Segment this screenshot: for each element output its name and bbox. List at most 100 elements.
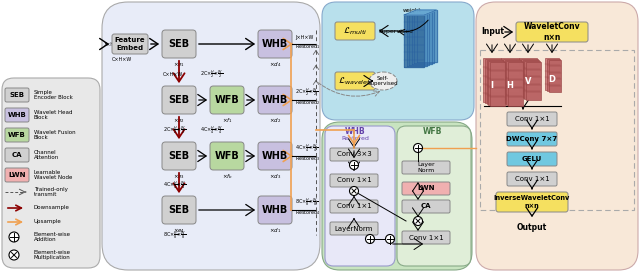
FancyBboxPatch shape (485, 59, 502, 103)
FancyBboxPatch shape (526, 62, 541, 100)
FancyBboxPatch shape (330, 222, 378, 235)
FancyBboxPatch shape (521, 59, 538, 97)
Text: Conv 1×1: Conv 1×1 (337, 178, 371, 184)
Text: H: H (507, 81, 513, 90)
FancyBboxPatch shape (483, 58, 501, 102)
Text: SEB: SEB (168, 205, 189, 215)
FancyBboxPatch shape (258, 196, 292, 224)
Text: Feature
Embed: Feature Embed (115, 38, 145, 50)
Text: Conv 1×1: Conv 1×1 (337, 204, 371, 210)
FancyBboxPatch shape (507, 112, 557, 126)
Text: ×$f_b$: ×$f_b$ (221, 172, 232, 181)
Circle shape (349, 161, 358, 170)
Text: 4C×$\frac{H}{4}$×$\frac{W}{4}$: 4C×$\frac{H}{4}$×$\frac{W}{4}$ (295, 142, 318, 154)
Text: J×H×W: J×H×W (295, 35, 314, 39)
Text: ×$f_1$: ×$f_1$ (221, 116, 232, 125)
FancyBboxPatch shape (490, 62, 504, 106)
Text: ×$e_1$: ×$e_1$ (173, 60, 185, 69)
Text: 4C×$\frac{H}{4}$×$\frac{W}{4}$: 4C×$\frac{H}{4}$×$\frac{W}{4}$ (200, 124, 223, 136)
Polygon shape (404, 15, 424, 67)
Ellipse shape (369, 72, 397, 90)
Text: ×$d_3$: ×$d_3$ (269, 172, 281, 181)
Polygon shape (414, 11, 434, 63)
Text: Conv 3×3: Conv 3×3 (337, 152, 371, 158)
Text: SEB: SEB (168, 151, 189, 161)
Text: GELU: GELU (522, 156, 542, 162)
FancyBboxPatch shape (545, 58, 559, 90)
FancyBboxPatch shape (335, 22, 375, 40)
Text: Restored$_3$: Restored$_3$ (295, 155, 321, 164)
FancyBboxPatch shape (402, 231, 450, 244)
Text: Learnable
Wavelet Node: Learnable Wavelet Node (34, 170, 72, 180)
Text: LayerNorm: LayerNorm (335, 226, 373, 232)
FancyBboxPatch shape (210, 142, 244, 170)
FancyBboxPatch shape (102, 2, 320, 270)
FancyBboxPatch shape (258, 30, 292, 58)
FancyBboxPatch shape (325, 126, 395, 266)
Text: Wavelet Head
Block: Wavelet Head Block (34, 110, 72, 120)
Text: InverseWaveletConv
n×n: InverseWaveletConv n×n (494, 196, 570, 209)
Polygon shape (406, 14, 426, 66)
FancyBboxPatch shape (524, 61, 540, 99)
FancyBboxPatch shape (504, 60, 521, 104)
Text: SEB: SEB (10, 92, 24, 98)
Text: CA: CA (12, 152, 22, 158)
Polygon shape (409, 13, 429, 65)
FancyBboxPatch shape (258, 86, 292, 114)
Circle shape (385, 235, 394, 244)
Polygon shape (404, 10, 436, 15)
Circle shape (413, 216, 422, 226)
Text: Layer
Norm: Layer Norm (417, 162, 435, 173)
Circle shape (365, 235, 374, 244)
FancyBboxPatch shape (548, 60, 561, 92)
Text: WHB: WHB (262, 95, 288, 105)
Polygon shape (417, 10, 436, 62)
Text: ×$d_4$: ×$d_4$ (269, 60, 281, 69)
FancyBboxPatch shape (210, 86, 244, 114)
FancyBboxPatch shape (506, 61, 522, 105)
Text: Supervised: Supervised (379, 28, 414, 33)
Text: Conv 1×1: Conv 1×1 (408, 235, 444, 241)
Circle shape (9, 250, 19, 260)
Text: WFB: WFB (8, 132, 26, 138)
FancyBboxPatch shape (496, 192, 568, 212)
Text: $\mathcal{L}_{multi}$: $\mathcal{L}_{multi}$ (343, 25, 367, 37)
Text: $\mathcal{L}_{wavelet}$: $\mathcal{L}_{wavelet}$ (339, 75, 372, 87)
Text: 8C×$\frac{H}{8}$×$\frac{W}{8}$: 8C×$\frac{H}{8}$×$\frac{W}{8}$ (163, 229, 186, 241)
Text: Simple
Encoder Block: Simple Encoder Block (34, 90, 73, 100)
Text: Conv 1×1: Conv 1×1 (515, 116, 549, 122)
Text: 3×H×W: 3×H×W (104, 41, 124, 47)
FancyBboxPatch shape (523, 60, 539, 98)
Text: Restored$_2$: Restored$_2$ (295, 99, 321, 107)
Text: WHB: WHB (8, 112, 26, 118)
FancyBboxPatch shape (5, 88, 29, 102)
FancyBboxPatch shape (162, 196, 196, 224)
Circle shape (349, 187, 358, 196)
Text: 2C×$\frac{H}{2}$×$\frac{W}{2}$: 2C×$\frac{H}{2}$×$\frac{W}{2}$ (163, 124, 186, 136)
Text: weight: weight (403, 8, 421, 13)
Text: WFB: WFB (422, 127, 442, 136)
FancyBboxPatch shape (519, 58, 537, 96)
Text: C×H×W: C×H×W (112, 57, 132, 62)
Text: V: V (525, 78, 531, 87)
Circle shape (9, 232, 19, 242)
FancyBboxPatch shape (397, 126, 471, 266)
FancyBboxPatch shape (516, 22, 588, 42)
Text: Conv 1×1: Conv 1×1 (515, 176, 549, 182)
Text: WFB: WFB (214, 95, 239, 105)
Text: WHB: WHB (262, 39, 288, 49)
FancyBboxPatch shape (330, 200, 378, 213)
Text: ×$e_4$: ×$e_4$ (173, 226, 185, 235)
Text: Self-
Supervised: Self- Supervised (368, 76, 398, 86)
FancyBboxPatch shape (508, 62, 523, 106)
Text: 8C×$\frac{H}{8}$×$\frac{W}{8}$: 8C×$\frac{H}{8}$×$\frac{W}{8}$ (295, 196, 318, 208)
Text: Output: Output (517, 223, 547, 232)
Text: Element-wise
Multiplication: Element-wise Multiplication (34, 250, 71, 260)
FancyBboxPatch shape (501, 58, 519, 102)
FancyBboxPatch shape (507, 152, 557, 166)
FancyBboxPatch shape (5, 148, 29, 162)
Text: Channel
Attention: Channel Attention (34, 150, 60, 160)
Text: ×$d_1$: ×$d_1$ (269, 226, 281, 235)
Circle shape (413, 144, 422, 153)
Text: WFB: WFB (214, 151, 239, 161)
